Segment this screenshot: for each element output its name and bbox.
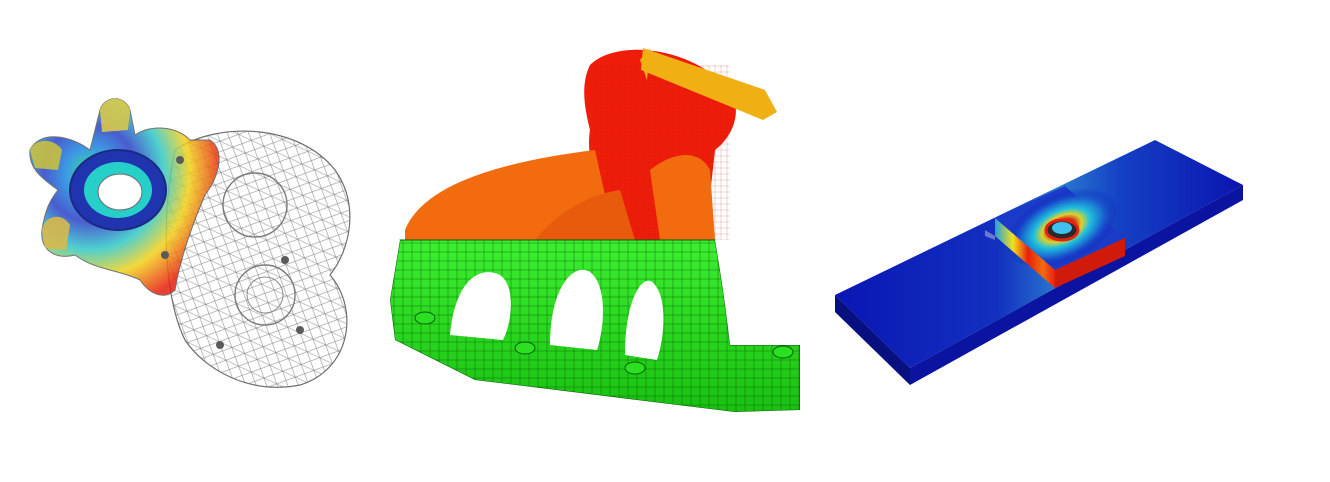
port-arch-3 [625,280,664,360]
wireframe-bore-upper [222,172,288,238]
manifold-model [385,48,815,482]
manifold-panel [385,0,815,482]
runner-orange-mid [535,190,635,240]
wireframe-body [165,130,351,388]
plate-side-face [835,295,910,385]
plate-model [835,140,1243,385]
wireframe-bore-lower [234,264,296,326]
port-arch-1 [450,272,511,340]
knuckle-panel [0,0,385,482]
port-arch-2 [550,269,603,350]
knuckle-model [29,98,351,388]
lap-plate-side [995,218,1055,288]
plate-panel [815,0,1330,482]
runner-orange-right [650,155,715,240]
